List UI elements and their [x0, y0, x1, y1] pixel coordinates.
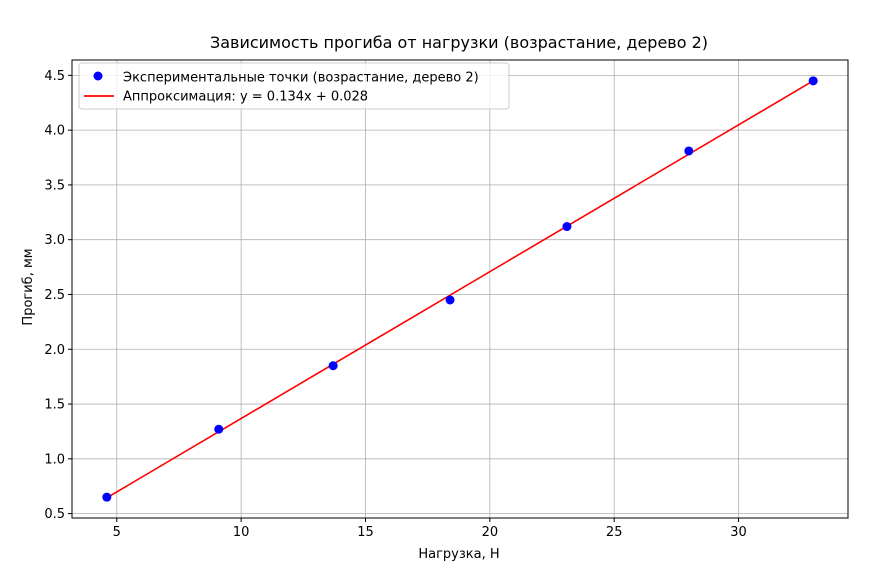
y-tick-label: 2.0	[44, 343, 65, 358]
legend-box	[78, 62, 510, 110]
legend: Экспериментальные точки (возрастание, де…	[78, 62, 510, 110]
data-point	[214, 424, 224, 434]
x-tick-label: 25	[606, 525, 623, 540]
y-tick-label: 4.0	[44, 124, 65, 139]
plot-frame	[71, 59, 849, 519]
data-point	[808, 76, 818, 86]
y-tick-label: 1.0	[44, 452, 65, 467]
data-point	[328, 361, 338, 371]
y-tick-label: 0.5	[44, 507, 65, 522]
y-tick-label: 1.5	[44, 398, 65, 413]
y-tick-label: 2.5	[44, 288, 65, 303]
axes: 5 10 15 20 25 30 0.5 1.0 1.5 2.0 2.5 3.0 3.5 4.0 4.5	[44, 59, 849, 540]
y-tick-label: 3.0	[44, 233, 65, 248]
x-axis-label: Нагрузка, Н	[418, 547, 499, 562]
x-tick-label: 10	[233, 525, 250, 540]
y-axis-label: Прогиб, мм	[21, 248, 36, 325]
legend-line-label: Аппроксимация: y = 0.134x + 0.028	[123, 90, 368, 105]
scatter-points	[102, 76, 818, 502]
x-tick-label: 5	[113, 525, 121, 540]
chart-title: Зависимость прогиба от нагрузки (возраст…	[210, 33, 708, 52]
x-tick-label: 15	[357, 525, 374, 540]
fit-line-layer	[106, 80, 814, 499]
fit-line	[106, 80, 814, 499]
data-point	[102, 492, 112, 502]
data-point	[445, 295, 455, 305]
x-tick-label: 20	[482, 525, 499, 540]
y-tick-label: 4.5	[44, 69, 65, 84]
y-tick-label: 3.5	[44, 178, 65, 193]
legend-scatter-marker	[93, 71, 103, 81]
x-tick-label: 30	[730, 525, 747, 540]
legend-scatter-label: Экспериментальные точки (возрастание, де…	[123, 71, 479, 86]
data-point	[562, 222, 572, 232]
data-point	[684, 146, 694, 156]
